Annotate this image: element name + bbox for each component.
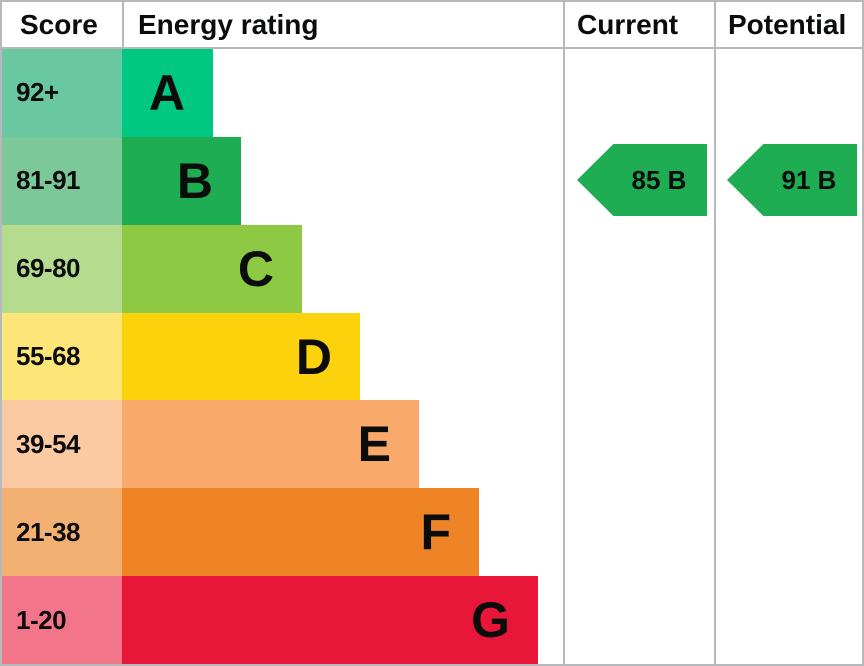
chart-header: Score Energy rating Current Potential [2,2,862,49]
band-row-g: 1-20 G [2,576,862,664]
current-column-divider [563,2,565,664]
score-range-f: 21-38 [2,488,122,577]
score-column-divider [122,2,124,47]
rating-bar-g: G [122,576,538,664]
band-row-d: 55-68 D [2,312,862,401]
score-range-g: 1-20 [2,576,122,664]
band-row-c: 69-80 C [2,224,862,313]
rating-bar-e: E [122,400,419,489]
band-row-f: 21-38 F [2,488,862,577]
header-current-label: Current [577,8,679,40]
rating-bar-d: D [122,312,360,401]
score-range-c: 69-80 [2,224,122,313]
potential-column-divider [714,2,716,664]
score-range-b: 81-91 [2,136,122,225]
rating-bar-a: A [122,49,213,137]
band-row-b: 81-91 B [2,136,862,225]
rating-bar-f: F [122,488,479,577]
header-score-label: Score [20,8,98,40]
rating-bar-b: B [122,136,241,225]
band-row-e: 39-54 E [2,400,862,489]
rating-bands: 92+ A 81-91 B 69-80 C 55-68 D 39-54 E 21… [2,49,862,664]
header-potential-label: Potential [728,8,847,40]
band-row-a: 92+ A [2,49,862,137]
score-range-a: 92+ [2,49,122,137]
potential-rating-value: 91 B [781,164,837,195]
header-energy-rating-label: Energy rating [138,8,319,40]
score-range-d: 55-68 [2,312,122,401]
rating-bar-c: C [122,224,302,313]
score-range-e: 39-54 [2,400,122,489]
current-rating-value: 85 B [631,164,687,195]
